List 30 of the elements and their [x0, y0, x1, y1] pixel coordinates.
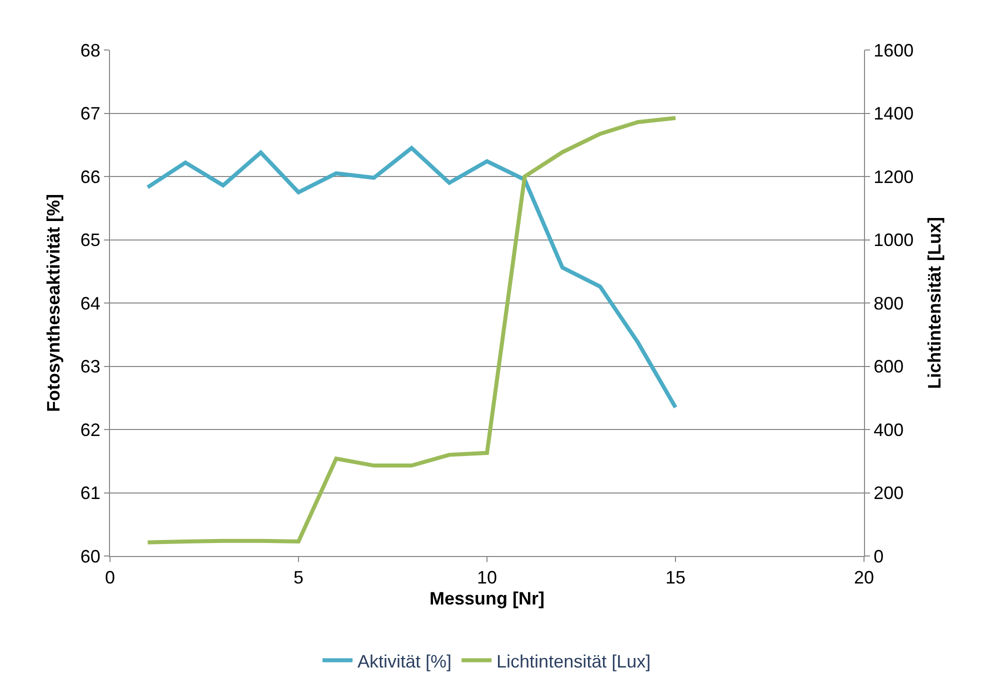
y-axis-title: Fotosyntheseaktivität [%]: [44, 194, 64, 412]
x-tick-label: 15: [665, 568, 686, 588]
y-tick-label: 64: [80, 293, 100, 314]
x-tick-label: 5: [293, 568, 304, 588]
y2-tick-label: 400: [874, 420, 904, 440]
y2-tick-label: 600: [874, 356, 904, 377]
y2-tick-label: 800: [874, 293, 904, 314]
y-tick-label: 68: [80, 40, 100, 60]
y2-tick-label: 1200: [874, 166, 914, 187]
y-tick-label: 65: [80, 230, 100, 250]
legend-label: Aktivität [%]: [358, 651, 452, 672]
x-tick-label: 20: [854, 568, 874, 588]
y2-tick-label: 1000: [874, 230, 914, 250]
y-tick-label: 66: [80, 166, 100, 187]
y2-tick-label: 1400: [874, 104, 914, 124]
y-tick-label: 63: [80, 356, 100, 377]
line-series: [146, 146, 678, 410]
x-tick-label: 10: [476, 568, 498, 588]
y-tick-label: 67: [80, 104, 100, 124]
x-tick-label: 0: [104, 568, 116, 588]
legend-label: Lichtintensität [Lux]: [496, 651, 651, 672]
y2-tick-label: 0: [874, 546, 884, 566]
y2-tick-label: 200: [874, 483, 904, 504]
y-tick-label: 61: [80, 483, 100, 504]
x-axis-title: Messung [Nr]: [429, 588, 545, 609]
y-tick-label: 62: [80, 420, 100, 440]
y2-axis-title: Lichtintensität [Lux]: [924, 217, 945, 389]
y-tick-label: 60: [80, 546, 100, 566]
line-series: [146, 116, 678, 544]
y2-tick-label: 1600: [874, 40, 914, 60]
